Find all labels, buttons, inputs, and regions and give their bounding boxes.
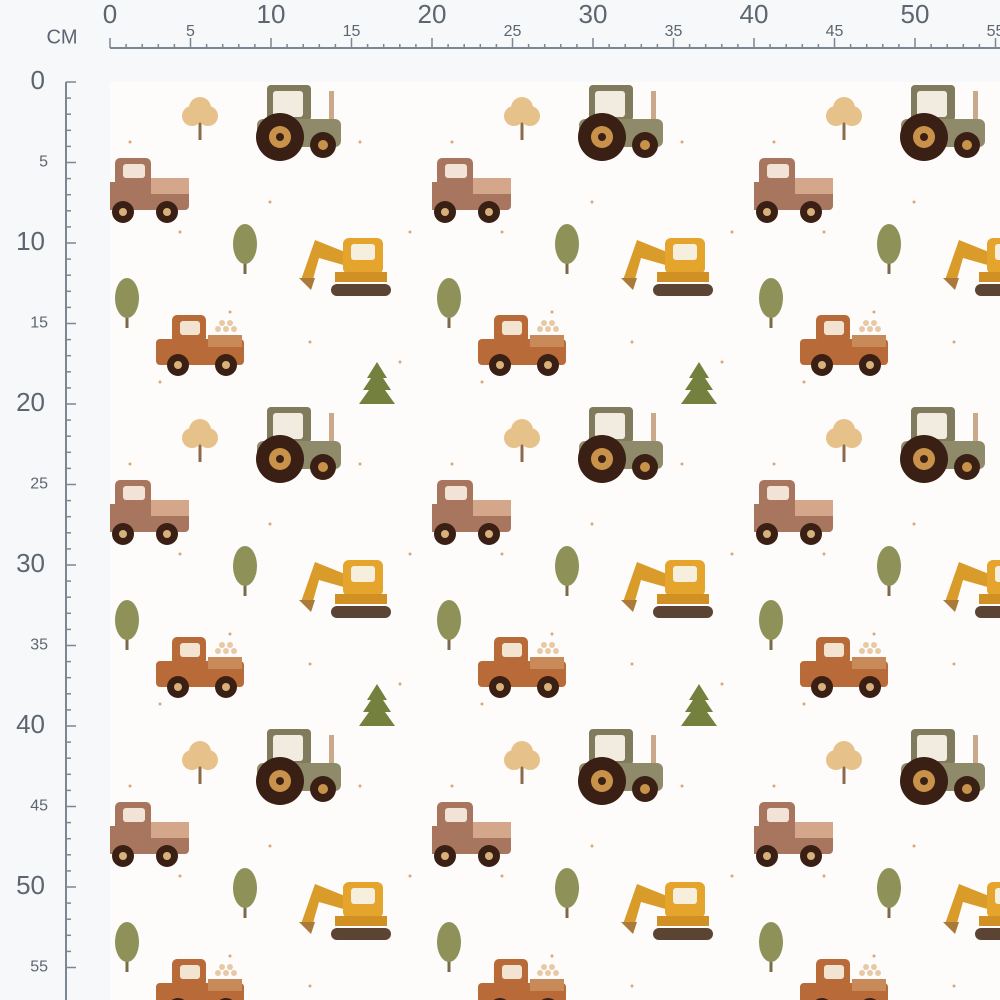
top-ruler-label: 50 (901, 0, 930, 29)
left-ruler-label: 10 (16, 226, 45, 256)
left-ruler-label: 50 (16, 870, 45, 900)
top-ruler-label: 10 (257, 0, 286, 29)
top-ruler-label: 5 (186, 23, 195, 40)
top-ruler-label: 0 (103, 0, 117, 29)
left-ruler-label: 0 (31, 65, 45, 95)
top-ruler-label: 30 (579, 0, 608, 29)
left-ruler-label: 40 (16, 709, 45, 739)
unit-label: CM (46, 26, 77, 48)
top-ruler-label: 20 (418, 0, 447, 29)
left-ruler-label: 30 (16, 548, 45, 578)
top-ruler-label: 35 (665, 23, 683, 40)
left-ruler-label: 35 (30, 637, 48, 654)
left-ruler-label: 15 (30, 315, 48, 332)
left-ruler-label: 20 (16, 387, 45, 417)
top-ruler-label: 40 (740, 0, 769, 29)
top-ruler-label: 15 (343, 23, 361, 40)
fabric (110, 82, 1000, 1000)
left-ruler-label: 25 (30, 476, 48, 493)
top-ruler-label: 45 (826, 23, 844, 40)
left-ruler-label: 45 (30, 798, 48, 815)
left-ruler-label: 55 (30, 959, 48, 976)
top-ruler-label: 55 (987, 23, 1000, 40)
top-ruler-label: 25 (504, 23, 522, 40)
left-ruler-label: 5 (39, 154, 48, 171)
